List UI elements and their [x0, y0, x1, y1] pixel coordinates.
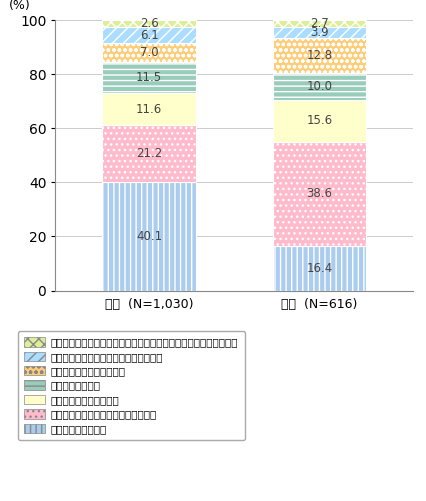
- Bar: [102, 182, 196, 291]
- Text: 15.6: 15.6: [306, 114, 333, 127]
- Y-axis label: (%): (%): [9, 0, 31, 12]
- Text: 11.5: 11.5: [136, 71, 162, 84]
- Text: 12.8: 12.8: [306, 49, 333, 62]
- Bar: [102, 43, 196, 62]
- Bar: [102, 125, 196, 182]
- Legend: データ提供に対するインセンティブ付与（サービス等のメリット）, データを取り扱う組織・企業の概要説明, データの種類、項目の明示, データの利用目的, 適切なデ: データ提供に対するインセンティブ付与（サービス等のメリット）, データを取り扱う…: [17, 331, 245, 440]
- Text: 11.6: 11.6: [136, 103, 162, 116]
- Text: 10.0: 10.0: [306, 80, 333, 93]
- Text: 6.1: 6.1: [140, 29, 158, 42]
- Bar: [102, 93, 196, 125]
- Text: 2.7: 2.7: [310, 17, 329, 30]
- Text: 40.1: 40.1: [136, 230, 162, 243]
- Bar: [273, 142, 366, 246]
- Bar: [273, 28, 366, 38]
- Bar: [273, 73, 366, 100]
- Bar: [273, 38, 366, 73]
- Bar: [102, 62, 196, 93]
- Bar: [273, 20, 366, 28]
- Bar: [273, 100, 366, 142]
- Bar: [102, 20, 196, 27]
- Text: 3.9: 3.9: [310, 26, 329, 39]
- Text: 7.0: 7.0: [140, 46, 158, 59]
- Text: 21.2: 21.2: [136, 147, 162, 160]
- Text: 16.4: 16.4: [306, 262, 333, 275]
- Bar: [273, 246, 366, 291]
- Bar: [102, 27, 196, 43]
- Text: 2.6: 2.6: [140, 17, 158, 30]
- Text: 38.6: 38.6: [306, 187, 333, 200]
